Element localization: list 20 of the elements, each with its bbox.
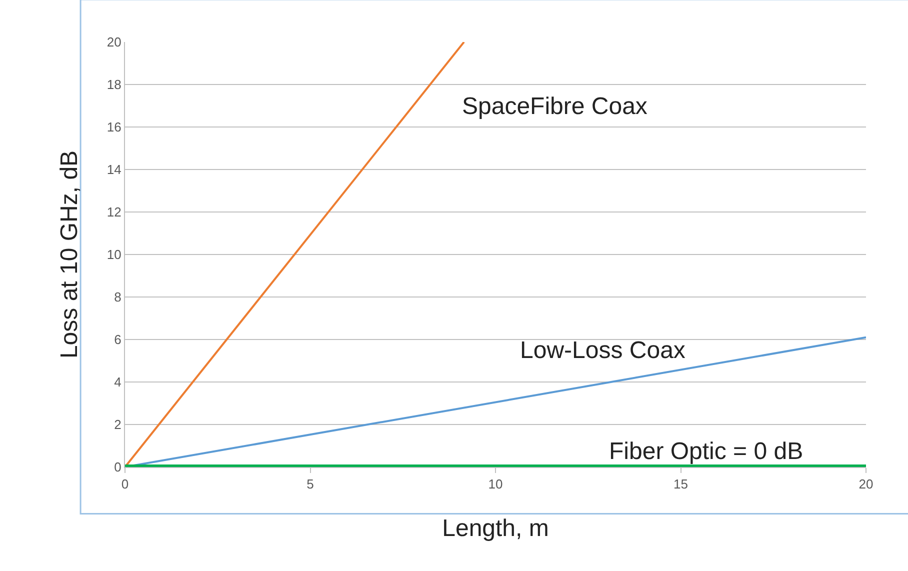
y-tick-label: 8 [114,290,122,305]
x-axis-title: Length, m [442,514,549,542]
y-tick-label: 12 [106,204,122,220]
series-label: Low-Loss Coax [520,337,686,364]
x-tick-label: 10 [488,476,503,492]
y-tick-label: 18 [106,77,122,92]
y-tick-label: 0 [114,460,122,475]
series-label: SpaceFibre Coax [462,93,648,120]
y-axis-title: Loss at 10 GHz, dB [56,150,84,359]
y-tick-label: 6 [114,332,122,348]
series-label: Fiber Optic = 0 dB [609,438,804,465]
y-tick-label: 4 [114,374,122,390]
y-tick-label: 10 [106,247,122,262]
y-tick-label: 20 [106,34,122,50]
x-tick-label: 20 [858,476,874,492]
x-tick-label: 15 [674,476,688,492]
y-tick-label: 2 [114,417,122,432]
x-tick-label: 5 [306,476,314,492]
y-tick-label: 16 [106,120,122,135]
y-tick-label: 14 [106,162,122,178]
